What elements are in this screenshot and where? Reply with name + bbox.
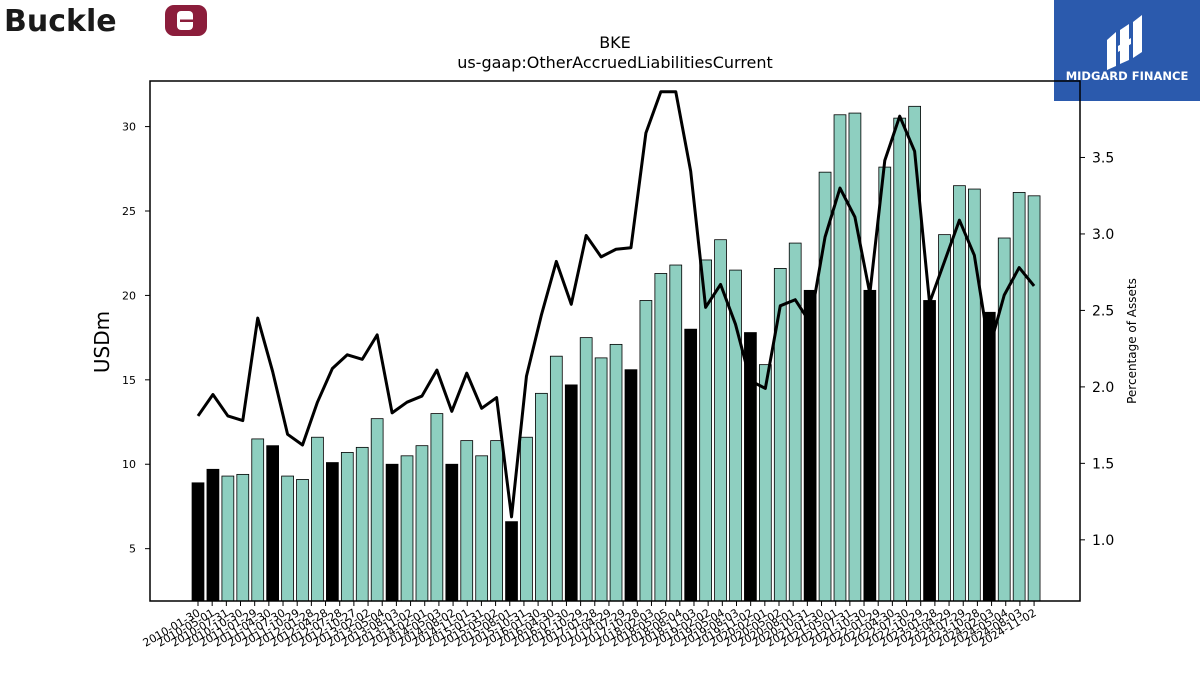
y2-tick-label: 3.5	[1092, 150, 1114, 166]
bar	[400, 455, 414, 602]
bar	[206, 468, 220, 602]
bar	[520, 436, 533, 602]
bar	[415, 445, 429, 602]
bar	[326, 462, 339, 602]
bar-series	[191, 105, 1041, 602]
bar	[251, 438, 265, 602]
y-axis-label: USDm	[90, 311, 114, 373]
bar	[221, 475, 235, 602]
y-tick-label: 30	[122, 121, 136, 134]
midgard-logo-icon	[1107, 15, 1142, 70]
plot-frame	[149, 80, 1081, 602]
y-axis-left: 5 10 15 20 25 30	[122, 121, 150, 556]
y-tick-label: 25	[122, 205, 136, 218]
bar	[505, 521, 518, 602]
y2-tick-label: 2.5	[1092, 303, 1114, 319]
y-tick-label: 20	[122, 289, 136, 302]
chart-title: BKE	[599, 33, 631, 52]
bar	[624, 369, 638, 602]
y2-tick-label: 1.5	[1092, 456, 1114, 472]
bar	[385, 463, 399, 602]
midgard-finance-badge: MIDGARD FINANCE	[1054, 0, 1200, 101]
bar	[639, 300, 653, 602]
bar	[549, 355, 563, 602]
bar	[460, 440, 474, 602]
chart-subtitle: us-gaap:OtherAccruedLiabilitiesCurrent	[457, 53, 773, 72]
bar	[654, 273, 668, 602]
bar	[236, 473, 250, 602]
bar	[953, 185, 966, 602]
bar	[1027, 195, 1041, 602]
y-axis-right: 1.0 1.5 2.0 2.5 3.0 3.5	[1080, 150, 1114, 549]
bar	[684, 328, 698, 602]
y-tick-label: 5	[129, 543, 136, 556]
bar	[340, 452, 354, 602]
bar	[699, 259, 712, 602]
y2-tick-label: 2.0	[1092, 380, 1114, 396]
y2-axis-label: Percentage of Assets	[1125, 278, 1139, 404]
bar	[564, 384, 578, 602]
bar	[803, 289, 817, 602]
bar	[281, 475, 294, 602]
bar	[445, 463, 459, 602]
buckle-logo-text: Buckle	[4, 4, 117, 39]
bar	[579, 337, 593, 602]
bar	[773, 267, 787, 602]
bar	[744, 332, 757, 602]
bar	[1012, 192, 1026, 602]
buckle-logo: Buckle	[4, 4, 207, 39]
bar	[878, 166, 892, 602]
bar	[758, 364, 772, 602]
bar	[490, 440, 503, 602]
bar	[982, 311, 996, 602]
bar	[788, 242, 802, 602]
bar	[535, 392, 548, 602]
bar	[893, 117, 907, 602]
percentage-line	[196, 90, 1036, 519]
y2-tick-label: 1.0	[1092, 533, 1114, 549]
bar	[430, 413, 444, 602]
bar	[191, 482, 205, 602]
bar	[355, 446, 369, 602]
bar	[266, 445, 280, 602]
bar	[370, 418, 384, 602]
bar	[938, 234, 951, 602]
midgard-finance-label: MIDGARD FINANCE	[1065, 69, 1189, 83]
bar	[311, 436, 324, 602]
bar	[669, 264, 683, 602]
bar	[848, 112, 862, 602]
bar	[475, 455, 489, 602]
y-tick-label: 10	[122, 458, 136, 471]
buckle-logo-mark-bar	[180, 19, 194, 22]
x-axis: 2010-01-302010-05-012010-07-312010-10-30…	[141, 601, 1039, 650]
bar	[923, 300, 936, 602]
y2-tick-label: 3.0	[1092, 227, 1114, 243]
y-tick-label: 15	[122, 374, 136, 387]
bar	[729, 269, 742, 602]
bar	[594, 357, 608, 602]
bar	[863, 289, 877, 602]
bar	[296, 479, 309, 602]
bar	[609, 343, 623, 602]
bar	[968, 188, 981, 602]
